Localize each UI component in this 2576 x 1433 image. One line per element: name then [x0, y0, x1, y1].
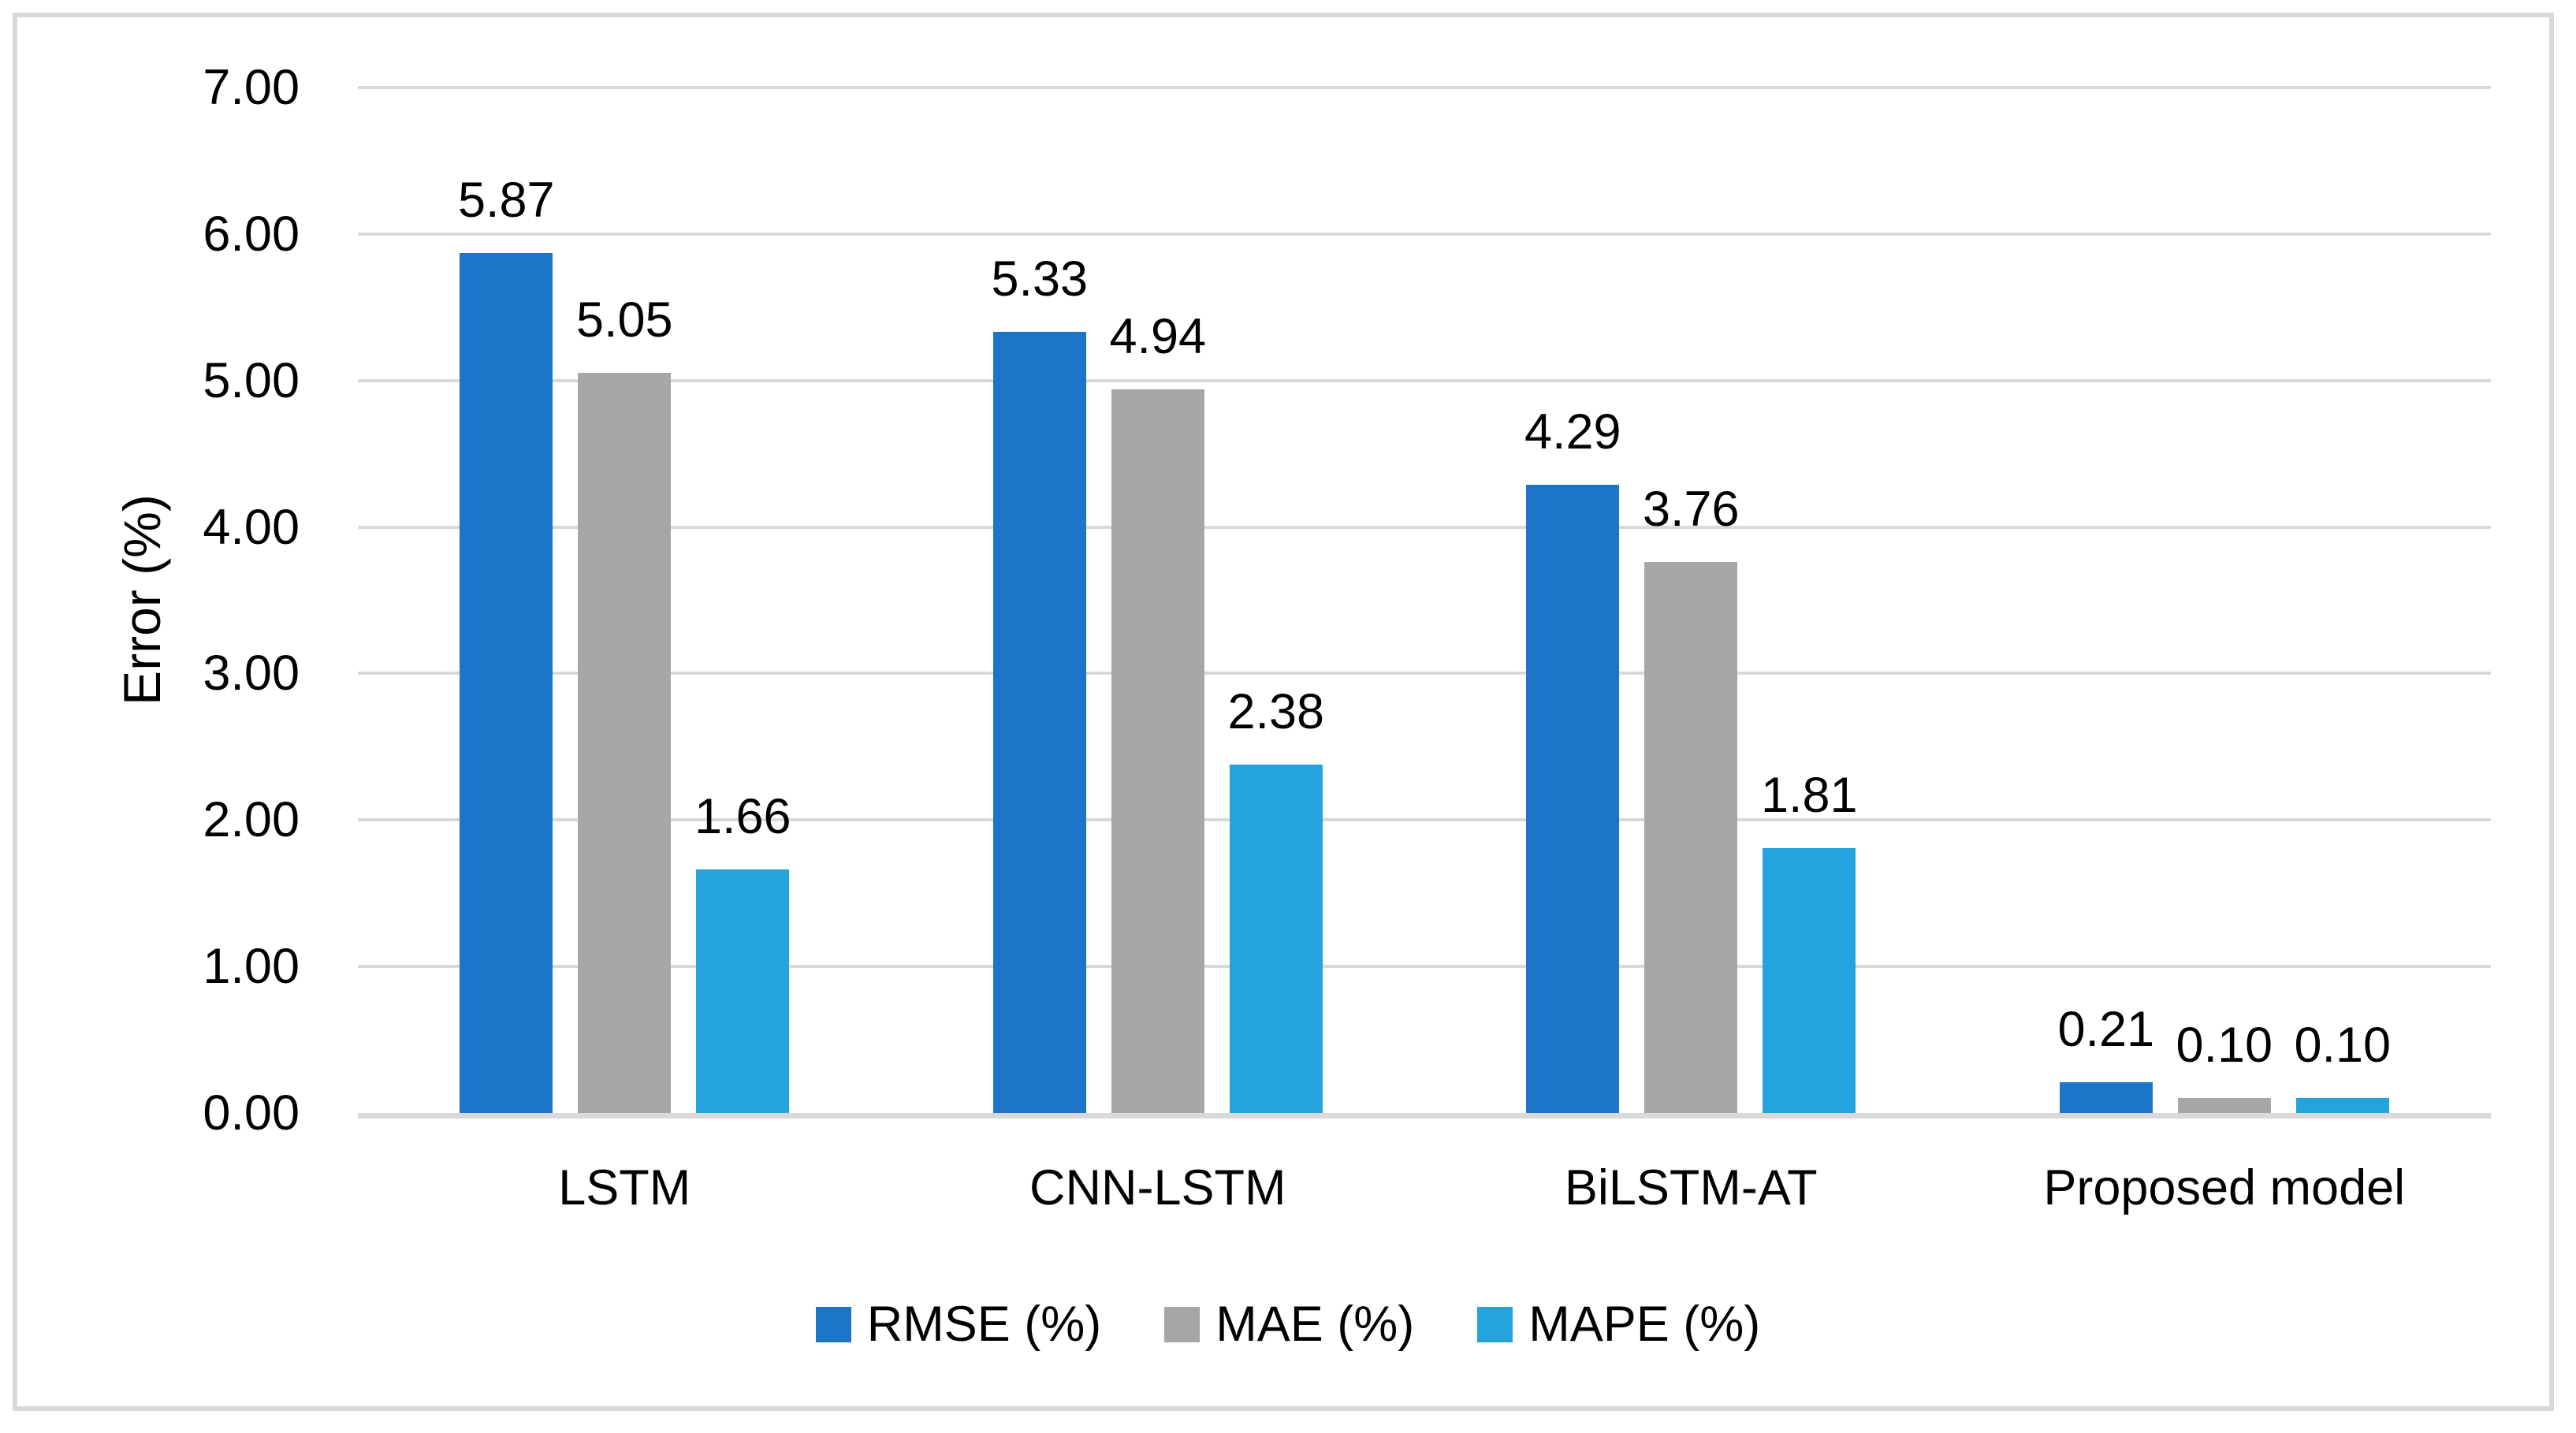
- bar-mape-cnn-lstm: [1229, 764, 1323, 1113]
- x-category-label-proposed-model: Proposed model: [2043, 1160, 2406, 1215]
- legend-label: MAPE (%): [1528, 1297, 1761, 1352]
- legend-item-mae: MAE (%): [1164, 1297, 1414, 1352]
- bar-rmse-bilstm-at: [1526, 484, 1620, 1113]
- bar-value-label: 2.38: [1227, 683, 1325, 739]
- gridline: [358, 378, 2491, 382]
- bar-value-label: 0.21: [2057, 1001, 2155, 1057]
- bar-value-label: 5.33: [991, 251, 1089, 307]
- legend-label: MAE (%): [1215, 1297, 1415, 1352]
- bar-mae-cnn-lstm: [1111, 389, 1204, 1113]
- y-axis-tick-label: 0.00: [203, 1085, 300, 1141]
- bar-value-label: 5.05: [575, 292, 673, 348]
- y-axis-tick-label: 3.00: [203, 646, 300, 702]
- bar-value-label: 3.76: [1642, 482, 1740, 538]
- gridline: [358, 232, 2491, 236]
- plot-area: 5.87 5.05 1.66 5.33 4.94 2.38 4.29 3.76 1.81 0.21…: [358, 86, 2491, 1118]
- bar-value-label: 0.10: [2294, 1018, 2392, 1074]
- bar-rmse-cnn-lstm: [992, 332, 1086, 1113]
- gridline: [358, 525, 2491, 529]
- chart-frame: [13, 13, 2554, 1411]
- bar-value-label: 1.81: [1760, 767, 1858, 823]
- y-axis-tick-label: 6.00: [203, 206, 300, 262]
- legend-swatch-icon: [1477, 1306, 1513, 1342]
- gridline: [358, 86, 2491, 89]
- bar-rmse-lstm: [460, 253, 553, 1113]
- y-axis-tick-label: 4.00: [203, 499, 300, 555]
- legend-item-rmse: RMSE (%): [815, 1297, 1102, 1352]
- y-axis-tick-label: 2.00: [203, 792, 300, 848]
- x-category-label-cnn-lstm: CNN-LSTM: [1029, 1160, 1286, 1215]
- legend: RMSE (%) MAE (%) MAPE (%): [0, 1297, 2576, 1352]
- bar-mape-bilstm-at: [1763, 847, 1856, 1113]
- gridline: [358, 672, 2491, 676]
- y-axis-tick-label: 7.00: [203, 60, 300, 115]
- bar-mae-lstm: [578, 373, 672, 1113]
- y-axis-tick-labels: 0.00 1.00 2.00 3.00 4.00 5.00 6.00 7.00: [0, 61, 301, 1139]
- bar-value-label: 4.94: [1109, 308, 1207, 364]
- legend-swatch-icon: [1164, 1306, 1201, 1342]
- bar-mape-lstm: [696, 869, 790, 1113]
- bar-value-label: 0.10: [2176, 1018, 2273, 1074]
- bar-value-label: 4.29: [1524, 404, 1621, 460]
- legend-swatch-icon: [815, 1306, 851, 1342]
- bar-mae-bilstm-at: [1644, 562, 1738, 1113]
- legend-label: RMSE (%): [866, 1297, 1102, 1352]
- y-axis-tick-label: 5.00: [203, 352, 300, 408]
- bar-mape-proposed-model: [2295, 1098, 2389, 1113]
- gridline: [358, 818, 2491, 822]
- bar-value-label: 5.87: [457, 173, 555, 229]
- x-category-label-lstm: LSTM: [558, 1160, 691, 1215]
- bar-rmse-proposed-model: [2059, 1081, 2153, 1113]
- x-axis-line: [358, 1113, 2491, 1118]
- legend-item-mape: MAPE (%): [1477, 1297, 1760, 1352]
- y-axis-tick-label: 1.00: [203, 939, 300, 995]
- bar-value-label: 1.66: [694, 789, 791, 845]
- bar-mae-proposed-model: [2177, 1098, 2271, 1113]
- x-category-label-bilstm-at: BiLSTM-AT: [1564, 1160, 1818, 1215]
- gridline: [358, 965, 2491, 969]
